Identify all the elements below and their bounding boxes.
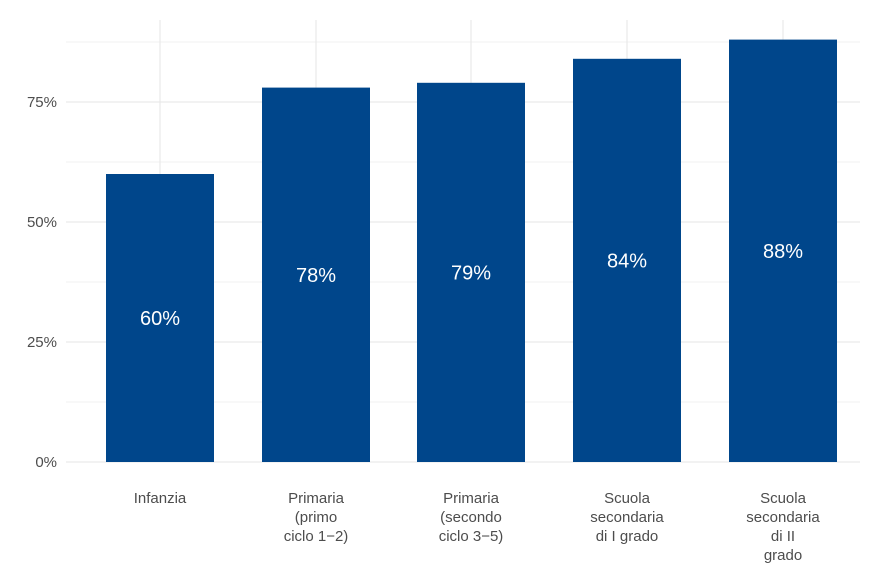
x-tick-label-line: Scuola bbox=[760, 490, 807, 507]
x-tick-label-line: grado bbox=[764, 547, 802, 564]
data-label: 84% bbox=[607, 250, 647, 272]
x-tick-label: Scuola secondaria di II grado bbox=[746, 490, 820, 564]
x-tick-label-line: ciclo 1−2) bbox=[284, 528, 349, 545]
x-tick-label: Primaria (secondo ciclo 3−5) bbox=[439, 490, 504, 545]
y-tick-label: 75% bbox=[27, 94, 57, 111]
bar bbox=[573, 58, 681, 463]
x-tick-label: Primaria (primo ciclo 1−2) bbox=[284, 490, 349, 545]
data-label: 88% bbox=[763, 241, 803, 263]
y-tick-label: 25% bbox=[27, 334, 57, 351]
x-tick-label-line: secondaria bbox=[746, 509, 820, 526]
bar bbox=[106, 174, 214, 462]
bar bbox=[262, 87, 370, 462]
y-tick-label: 0% bbox=[35, 454, 57, 471]
x-tick-label-line: (secondo bbox=[440, 509, 502, 526]
y-tick-label: 50% bbox=[27, 214, 57, 231]
x-tick-label-line: ciclo 3−5) bbox=[439, 528, 504, 545]
x-tick-label-line: Scuola bbox=[604, 490, 651, 507]
x-tick-label-line: Infanzia bbox=[134, 490, 187, 507]
x-tick-label-line: (primo bbox=[295, 509, 338, 526]
x-tick-label-line: di II bbox=[771, 528, 795, 545]
x-tick-label: Scuola secondaria di I grado bbox=[590, 490, 664, 545]
data-label: 79% bbox=[451, 262, 491, 284]
data-label: 60% bbox=[140, 308, 180, 330]
data-label: 78% bbox=[296, 265, 336, 287]
x-tick-label: Infanzia bbox=[134, 490, 187, 507]
bar bbox=[417, 82, 525, 463]
x-tick-label-line: Primaria bbox=[443, 490, 499, 507]
x-tick-label-line: Primaria bbox=[288, 490, 344, 507]
bar bbox=[729, 39, 837, 462]
x-tick-label-line: di I grado bbox=[596, 528, 659, 545]
x-tick-label-line: secondaria bbox=[590, 509, 664, 526]
